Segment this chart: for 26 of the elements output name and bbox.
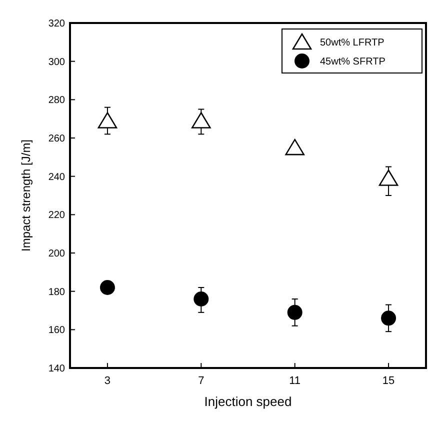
x-tick-label: 7 xyxy=(198,375,204,387)
y-tick-label: 260 xyxy=(48,134,66,144)
point xyxy=(287,304,302,320)
legend-label: 45wt% SFRTP xyxy=(320,56,386,68)
point xyxy=(192,112,211,128)
y-tick-label: 160 xyxy=(48,325,66,336)
x-axis-title: Injection speed xyxy=(204,394,292,409)
x-tick-label: 11 xyxy=(289,375,301,387)
y-tick-label: 180 xyxy=(48,286,66,298)
y-tick-label: 220 xyxy=(48,210,66,222)
y-tick-label: 280 xyxy=(48,95,66,106)
point xyxy=(194,292,209,306)
y-tick-label: 200 xyxy=(48,248,66,260)
point xyxy=(100,280,115,295)
point xyxy=(378,170,398,186)
x-tick-label: 3 xyxy=(104,375,111,387)
y-axis-title: Impact strength [J/m] xyxy=(19,139,33,252)
y-tick-label: 300 xyxy=(48,56,66,68)
legend-label: 50wt% LFRTP xyxy=(320,38,385,48)
y-tick-label: 320 xyxy=(48,18,66,30)
x-tick-label: 15 xyxy=(382,375,395,387)
y-tick-label: 140 xyxy=(48,364,66,374)
point xyxy=(285,138,304,156)
y-tick-label: 240 xyxy=(48,172,66,183)
point xyxy=(98,112,118,128)
point xyxy=(381,310,396,326)
